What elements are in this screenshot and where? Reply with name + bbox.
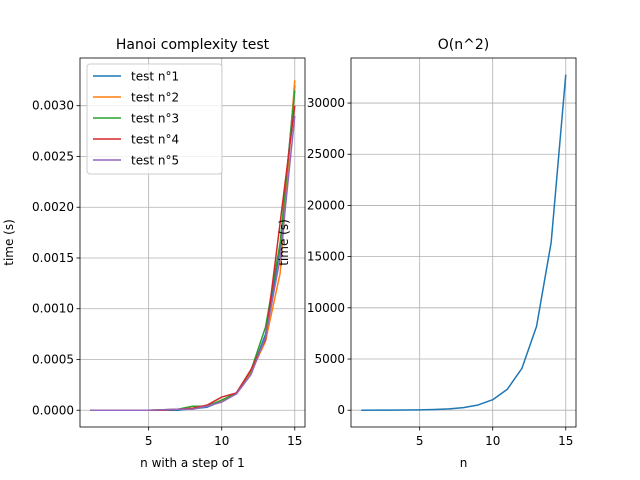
legend-items: test n°1 test n°2 test n°3 test n°4 test n°5	[93, 70, 179, 168]
left-y-tick-label: 0.0030	[32, 99, 74, 113]
left-y-tick-label: 0.0020	[32, 200, 74, 214]
right-x-tick-label: 15	[558, 434, 573, 448]
legend: test n°1 test n°2 test n°3 test n°4 test n°5	[86, 63, 223, 175]
legend-label-5: test n°5	[131, 154, 179, 168]
right-y-tick-label: 20000	[307, 198, 345, 212]
right-series-lines	[361, 74, 567, 411]
right-y-tick-label: 30000	[307, 96, 345, 110]
left-y-ticks: 0.0000 0.0005 0.0010 0.0015 0.0020 0.0025 0.00…	[32, 99, 80, 417]
left-y-tick-label: 0.0010	[32, 302, 74, 316]
left-series-line-5	[90, 115, 296, 411]
legend-label-3: test n°3	[131, 112, 179, 126]
left-chart-title: Hanoi complexity test	[116, 37, 270, 53]
left-x-tick-label: 5	[145, 434, 153, 448]
legend-box	[86, 63, 223, 175]
right-chart-title: O(n^2)	[438, 37, 489, 53]
right-y-tick-label: 25000	[307, 147, 345, 161]
legend-label-2: test n°2	[131, 91, 179, 105]
left-x-tick-label: 15	[287, 434, 302, 448]
right-x-tick-label: 5	[416, 434, 424, 448]
left-y-tick-label: 0.0025	[32, 149, 74, 163]
right-grid	[351, 58, 576, 427]
left-subplot: 5 10 15 0.00000.00050.00100.00150.00200.00…	[2, 37, 306, 470]
right-y-tick-label: 10000	[307, 301, 345, 315]
legend-label-4: test n°4	[131, 133, 179, 147]
right-x-axis-label: n	[460, 456, 468, 470]
right-y-tick-label: 0	[337, 403, 345, 417]
right-axes-frame	[350, 57, 577, 428]
right-series-line-1	[361, 74, 567, 411]
right-x-ticks: 5 10 15	[416, 427, 573, 448]
left-y-tick-label: 0.0000	[32, 403, 74, 417]
right-x-tick-label: 10	[485, 434, 500, 448]
right-y-tick-label: 15000	[307, 250, 345, 264]
left-y-tick-label: 0.0005	[32, 352, 74, 366]
left-x-ticks: 5 10 15	[145, 427, 302, 448]
left-y-tick-label: 0.0015	[32, 251, 74, 265]
left-x-tick-label: 10	[214, 434, 229, 448]
left-y-axis-label: time (s)	[2, 219, 16, 266]
left-x-axis-label: n with a step of 1	[140, 456, 245, 470]
right-subplot: 5 10 15 0 5000 10000 15000 20000 25000 30000 O(n…	[277, 37, 577, 470]
right-y-axis-label: time (s)	[277, 219, 291, 266]
legend-label-1: test n°1	[131, 70, 179, 84]
left-series-lines	[90, 80, 296, 411]
right-y-tick-label: 5000	[314, 352, 345, 366]
right-y-ticks: 0 5000 10000 15000 20000 25000 30000	[307, 96, 351, 417]
left-axes-frame	[79, 57, 306, 428]
